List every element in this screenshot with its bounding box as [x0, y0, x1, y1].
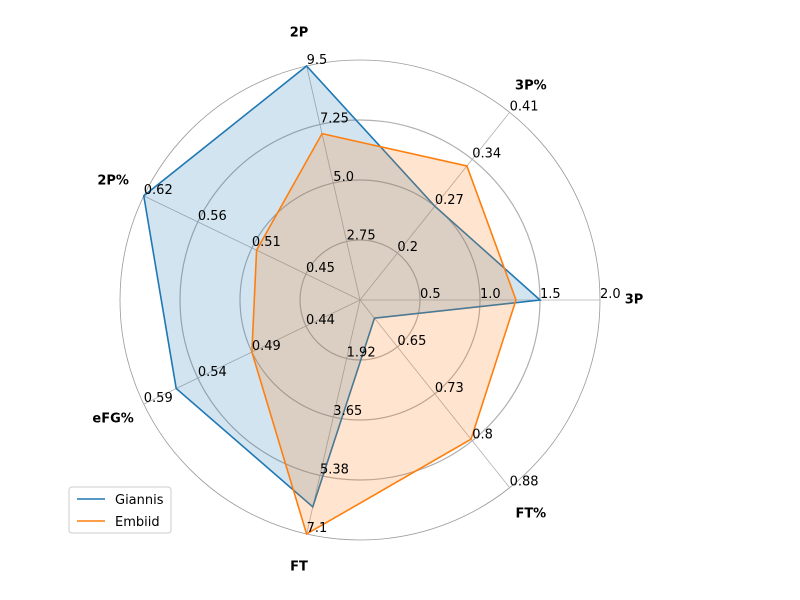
tick-label-2P%-1: 0.45: [306, 261, 335, 276]
spoke-2P: [306, 65, 361, 301]
tick-layer: 0.5 1.0 1.5 2.0 0.2 0.27 0.34 0.41 2.75 5.0 7.25 9.…: [144, 53, 621, 536]
axis-label-eFG%: eFG%: [92, 411, 133, 426]
tick-label-FT%-2: 0.73: [435, 381, 464, 396]
tick-label-eFG%-3: 0.54: [198, 365, 227, 380]
axis-label-3P%: 3P%: [515, 78, 547, 93]
tick-label-3P-3: 1.5: [540, 287, 561, 302]
tick-label-2P%-2: 0.51: [252, 235, 281, 250]
tick-label-3P%-1: 0.2: [397, 240, 418, 255]
tick-label-3P-4: 2.0: [600, 287, 621, 302]
tick-label-FT-1: 1.92: [347, 345, 376, 360]
axis-label-3P: 3P: [625, 293, 644, 308]
tick-label-2P-4: 9.5: [307, 53, 328, 68]
tick-label-eFG%-2: 0.49: [252, 339, 281, 354]
series-line-embiid: [251, 132, 517, 536]
legend: Giannis Embiid: [68, 486, 172, 534]
series-fill-embiid: [251, 133, 516, 534]
tick-label-2P-1: 2.75: [347, 229, 376, 244]
tick-label-3P%-2: 0.27: [435, 193, 464, 208]
tick-label-2P%-4: 0.62: [144, 183, 173, 198]
tick-label-FT%-1: 0.65: [397, 334, 426, 349]
tick-label-2P-2: 5.0: [333, 170, 354, 185]
tick-label-3P%-4: 0.41: [510, 99, 539, 114]
series-line-giannis: [142, 64, 542, 509]
tick-label-FT-3: 5.38: [320, 462, 349, 477]
tick-label-FT-2: 3.65: [333, 404, 362, 419]
tick-label-2P-3: 7.25: [320, 112, 349, 127]
tick-label-3P%-3: 0.34: [472, 146, 501, 161]
tick-label-FT-4: 7.1: [307, 521, 328, 536]
tick-label-FT%-3: 0.8: [472, 428, 493, 443]
legend-label-giannis: Giannis: [115, 493, 164, 508]
series-fill-giannis: [143, 66, 540, 507]
legend-label-embiid: Embiid: [115, 515, 160, 530]
tick-label-3P-1: 0.5: [420, 287, 441, 302]
axis-label-2P%: 2P%: [97, 174, 129, 189]
axis-label-FT%: FT%: [515, 507, 546, 522]
axis-label-layer: 3P 3P% 2P 2P% eFG% FT FT%: [92, 25, 643, 574]
tick-label-2P%-3: 0.56: [198, 209, 227, 224]
spoke-2P%: [143, 195, 361, 301]
tick-label-eFG%-4: 0.59: [144, 391, 173, 406]
spoke-FT: [306, 299, 361, 535]
spoke-FT%: [359, 299, 510, 488]
series-layer: [142, 64, 542, 536]
tick-label-eFG%-1: 0.44: [306, 313, 335, 328]
tick-label-FT%-4: 0.88: [510, 475, 539, 490]
tick-label-3P-2: 1.0: [480, 287, 501, 302]
axis-label-FT: FT: [290, 560, 308, 575]
axis-label-2P: 2P: [290, 25, 309, 40]
